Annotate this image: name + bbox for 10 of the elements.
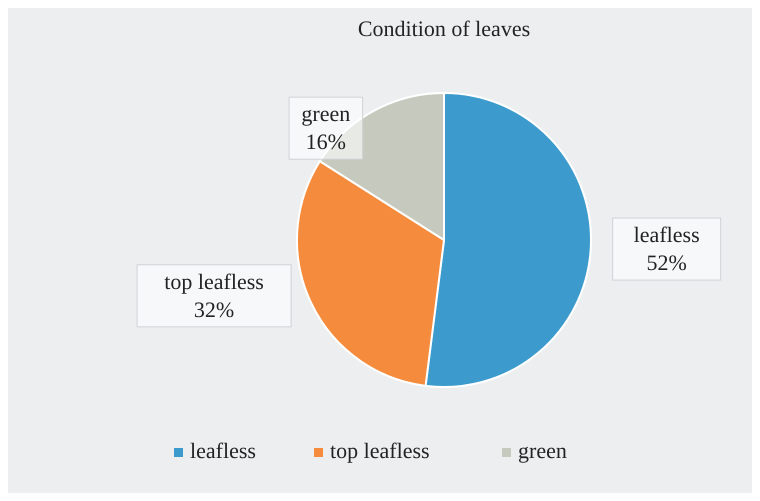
legend-label: top leafless (330, 438, 430, 463)
slice-label: green (301, 101, 350, 126)
data-label: 32% (194, 296, 234, 322)
data-label: 52% (646, 250, 687, 276)
legend-label: green (518, 438, 567, 463)
data-label: 16% (306, 129, 346, 154)
chart-title: Condition of leaves (358, 16, 530, 41)
legend-label: leafless (190, 438, 256, 463)
slice-label: top leafless (164, 268, 264, 294)
slice-label: leafless (634, 222, 700, 248)
